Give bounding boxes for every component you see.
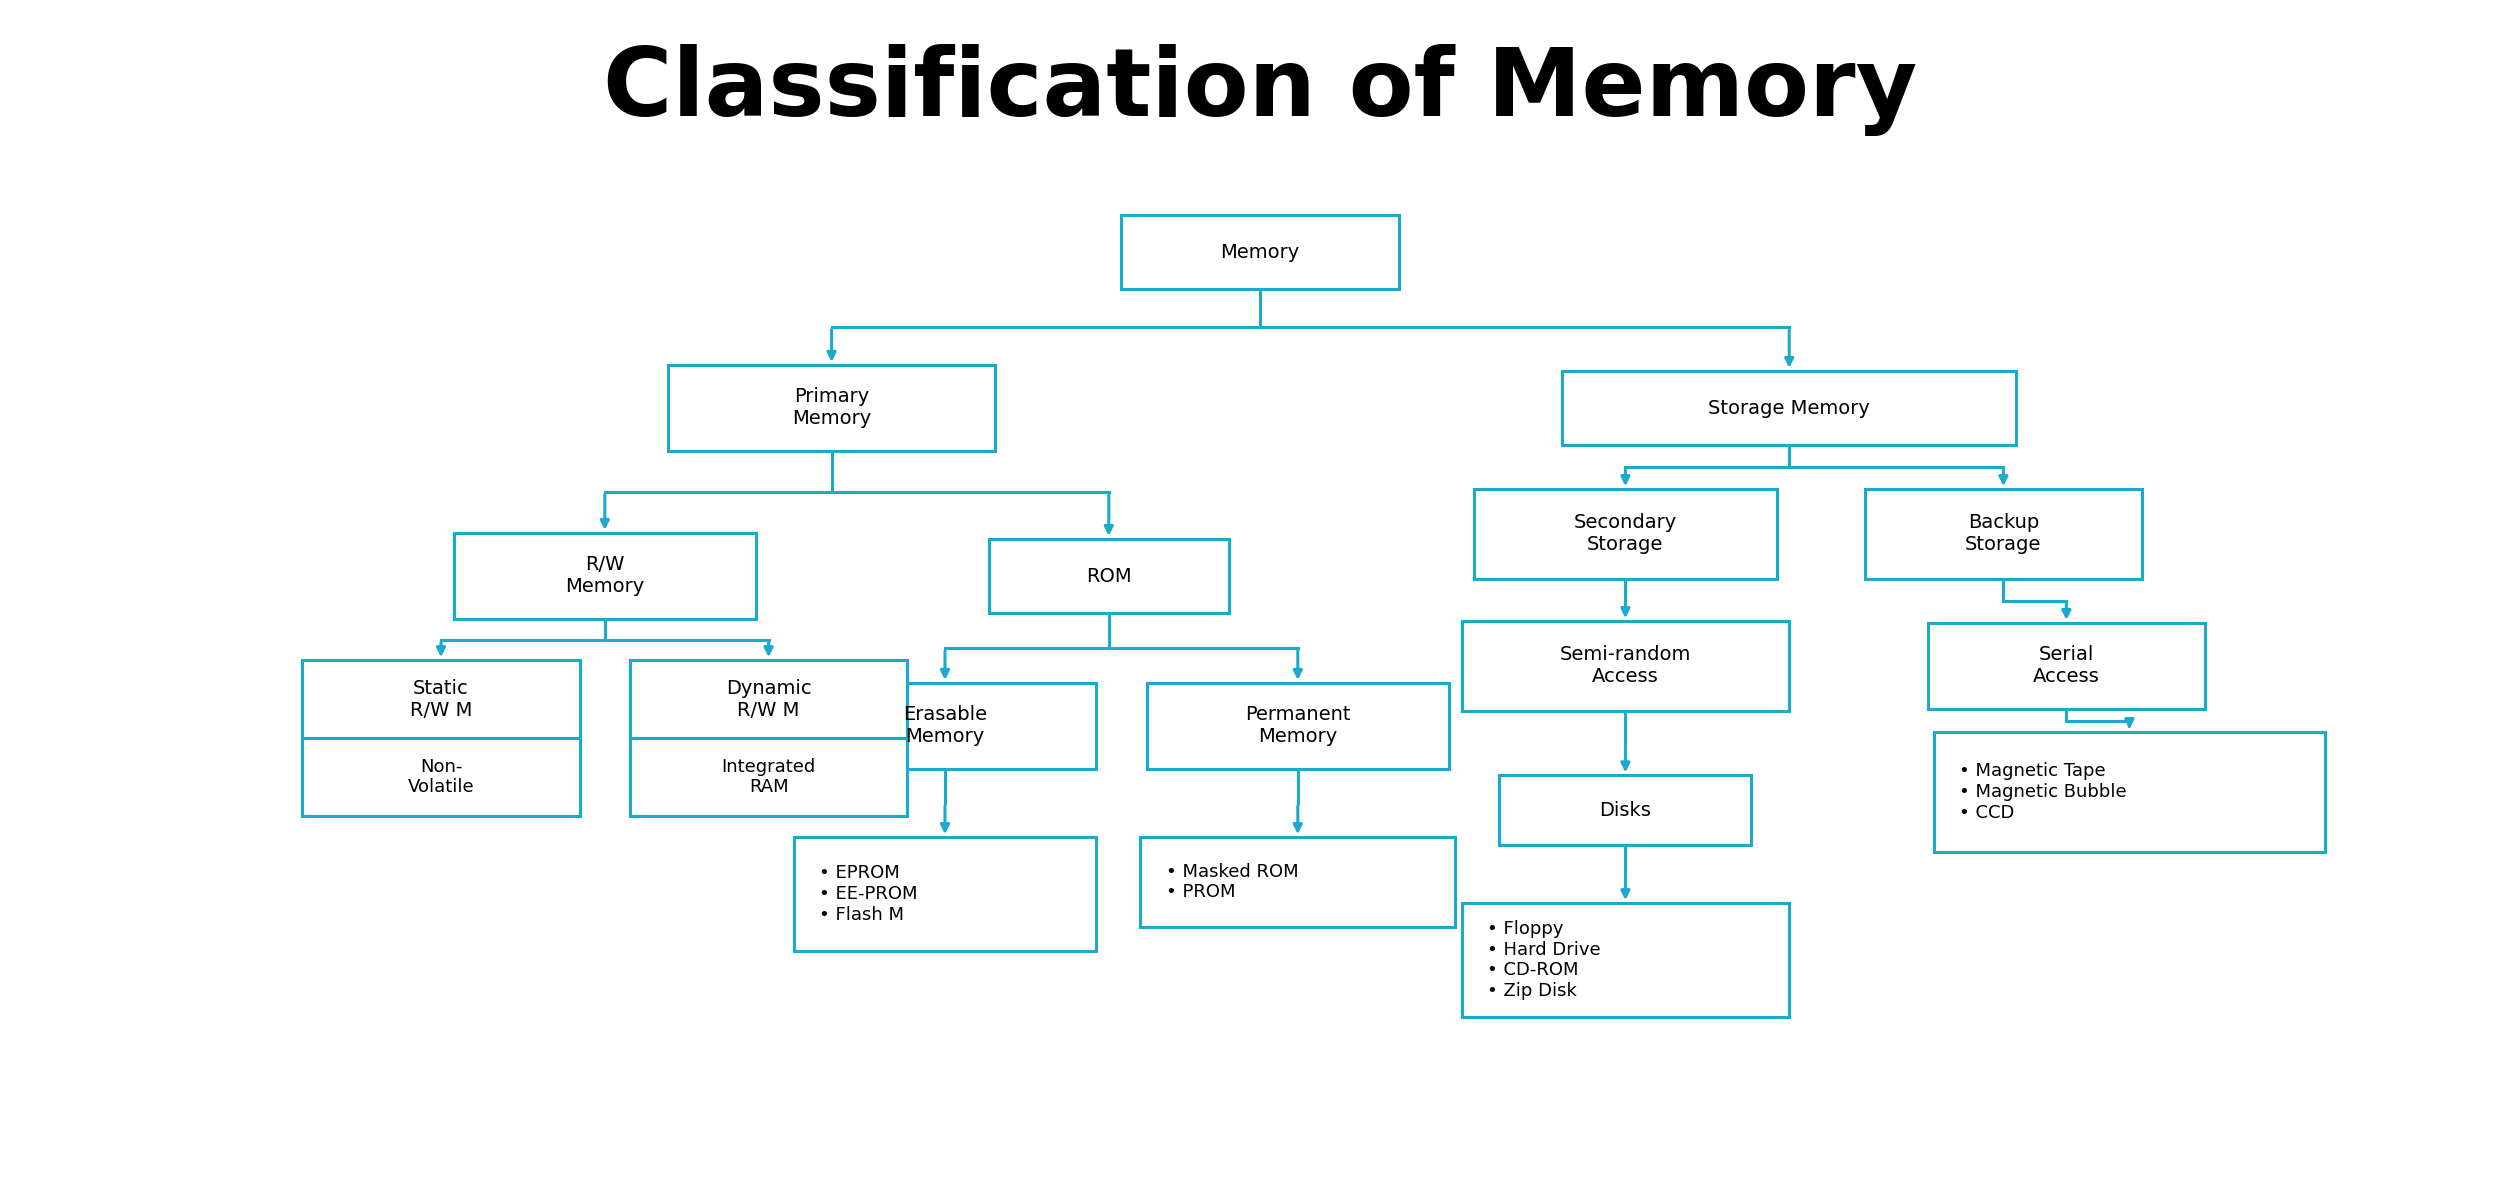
Text: • Masked ROM
• PROM: • Masked ROM • PROM xyxy=(1164,863,1298,901)
Text: Static
R/W M: Static R/W M xyxy=(411,678,471,720)
FancyBboxPatch shape xyxy=(630,660,907,816)
FancyBboxPatch shape xyxy=(1499,775,1751,845)
Text: Storage Memory: Storage Memory xyxy=(1709,398,1870,418)
Text: Secondary
Storage: Secondary Storage xyxy=(1575,514,1676,554)
FancyBboxPatch shape xyxy=(1474,490,1777,578)
FancyBboxPatch shape xyxy=(1865,490,2142,578)
FancyBboxPatch shape xyxy=(1462,622,1789,710)
Text: Non-
Volatile: Non- Volatile xyxy=(408,757,474,797)
Text: • Magnetic Tape
• Magnetic Bubble
• CCD: • Magnetic Tape • Magnetic Bubble • CCD xyxy=(1961,762,2127,822)
Text: Classification of Memory: Classification of Memory xyxy=(602,44,1918,136)
FancyBboxPatch shape xyxy=(668,365,995,451)
Text: Serial
Access: Serial Access xyxy=(2034,646,2099,686)
Text: ROM: ROM xyxy=(1086,566,1131,586)
FancyBboxPatch shape xyxy=(1935,732,2323,852)
Text: Integrated
RAM: Integrated RAM xyxy=(721,757,816,797)
Text: Memory: Memory xyxy=(1220,242,1300,262)
Text: Dynamic
R/W M: Dynamic R/W M xyxy=(726,678,811,720)
FancyBboxPatch shape xyxy=(454,533,756,619)
FancyBboxPatch shape xyxy=(1928,623,2205,709)
FancyBboxPatch shape xyxy=(1462,902,1789,1016)
Text: Semi-random
Access: Semi-random Access xyxy=(1560,646,1691,686)
FancyBboxPatch shape xyxy=(302,660,580,816)
Text: Permanent
Memory: Permanent Memory xyxy=(1245,706,1351,746)
Text: R/W
Memory: R/W Memory xyxy=(564,556,645,596)
FancyBboxPatch shape xyxy=(1147,683,1449,769)
FancyBboxPatch shape xyxy=(1139,838,1457,926)
FancyBboxPatch shape xyxy=(794,683,1096,769)
FancyBboxPatch shape xyxy=(1562,371,2016,445)
Text: Erasable
Memory: Erasable Memory xyxy=(902,706,988,746)
FancyBboxPatch shape xyxy=(988,539,1230,613)
Text: Primary
Memory: Primary Memory xyxy=(791,388,872,428)
Text: • Floppy
• Hard Drive
• CD-ROM
• Zip Disk: • Floppy • Hard Drive • CD-ROM • Zip Dis… xyxy=(1487,919,1600,1001)
Text: • EPROM
• EE-PROM
• Flash M: • EPROM • EE-PROM • Flash M xyxy=(819,864,917,924)
Text: Disks: Disks xyxy=(1600,800,1651,820)
FancyBboxPatch shape xyxy=(794,838,1096,950)
FancyBboxPatch shape xyxy=(1121,215,1399,289)
Text: Backup
Storage: Backup Storage xyxy=(1966,514,2041,554)
